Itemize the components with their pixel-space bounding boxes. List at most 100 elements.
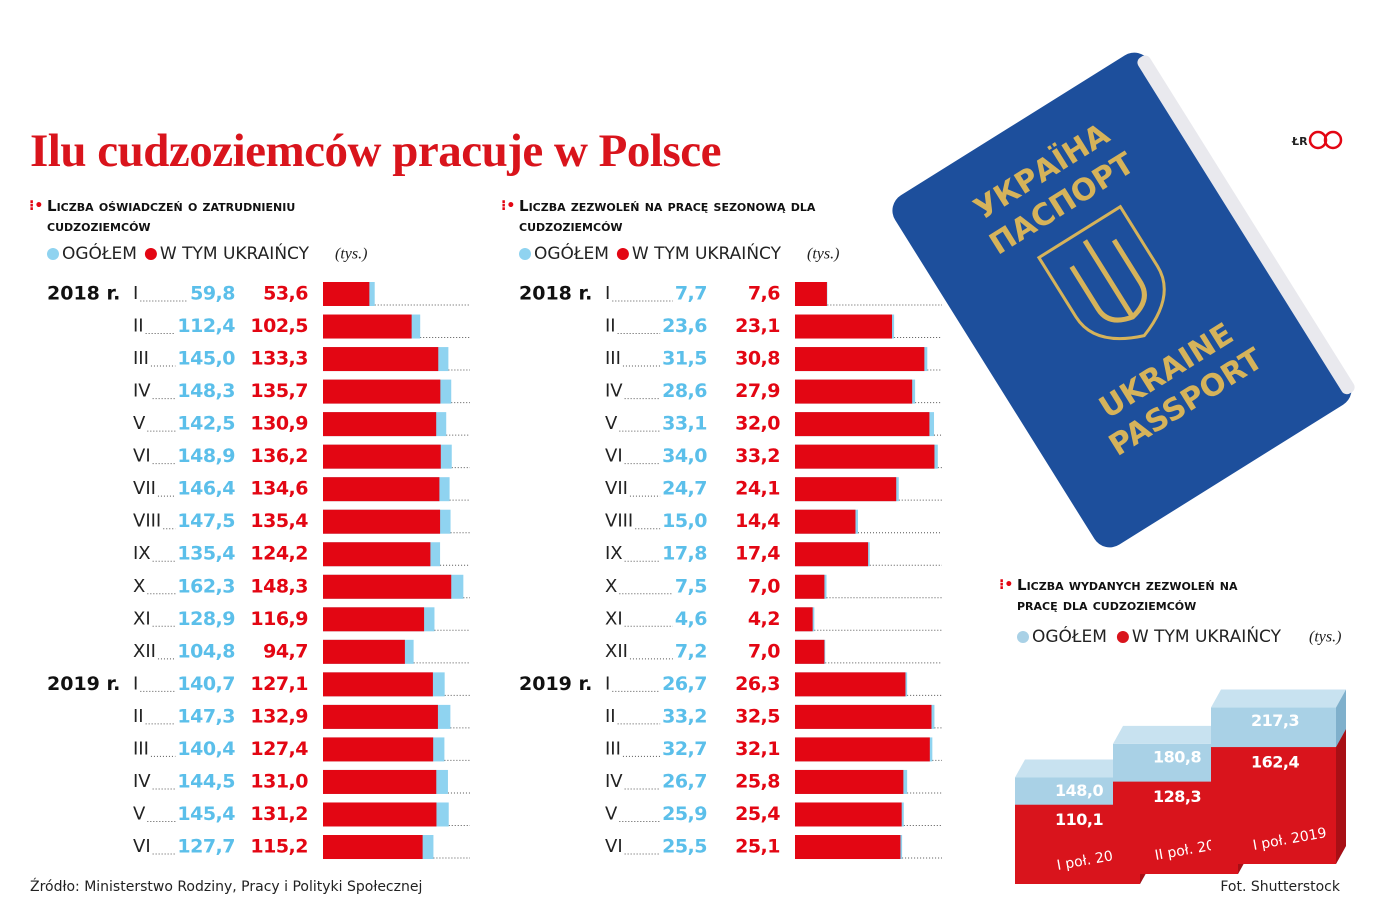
value-label: 25,4 [735, 803, 780, 825]
bar [795, 574, 825, 599]
bar [795, 379, 913, 404]
value-label: 132,9 [250, 705, 308, 727]
bar [795, 477, 897, 502]
value-label: 144,5 [177, 770, 235, 792]
bar-side [1336, 729, 1346, 864]
category-label: III [133, 348, 149, 369]
chart-title-text: Liczba wydanych zezwoleń na pracę dla cu… [1017, 576, 1238, 614]
value-label: 147,3 [177, 705, 235, 727]
chart-title-text: Liczba zezwoleń na pracę sezonową dla cu… [519, 197, 816, 235]
legend-label: W TYM UKRAIŃCY [160, 242, 310, 264]
legend-marker [519, 248, 531, 260]
bar [323, 282, 370, 306]
bar [795, 639, 825, 664]
value-label: 148,3 [177, 380, 235, 402]
page-title: Ilu cudzoziemców pracuje w Polsce [30, 125, 721, 177]
value-label: 127,4 [250, 738, 308, 760]
value-label: 14,4 [735, 510, 780, 532]
category-label: II [133, 706, 144, 727]
bar [795, 672, 906, 697]
legend-label: OGÓŁEM [1032, 625, 1107, 647]
legend-marker [616, 248, 629, 260]
category-label: XI [605, 608, 623, 629]
category-label: I [605, 673, 610, 694]
source: Źródło: Ministerstwo Rodziny, Pracy i Po… [30, 877, 422, 895]
category-label: II [605, 706, 616, 727]
value-label: 32,5 [735, 705, 780, 727]
category-label: IV [133, 771, 151, 792]
brand-logo [1323, 130, 1343, 150]
bar [323, 835, 423, 860]
value-label: 25,1 [735, 836, 780, 858]
bar-top [1211, 689, 1346, 708]
legend-label: W TYM UKRAIŃCY [632, 242, 782, 264]
category-label: VIII [605, 511, 633, 532]
category-label: VI [133, 836, 151, 857]
bar [323, 704, 438, 729]
chart-title: ⁝• Liczba wydanych zezwoleń na pracę dla … [999, 576, 1238, 614]
category-label: XI [133, 608, 151, 629]
value-label: 25,8 [735, 770, 780, 792]
value-label: 140,4 [177, 738, 235, 760]
value-label: 31,5 [662, 348, 707, 370]
bar [323, 672, 433, 697]
value-label: 25,5 [662, 836, 707, 858]
year-label: 2018 r. [519, 283, 592, 305]
year-label: 2019 r. [519, 673, 592, 695]
category-label: IX [605, 543, 623, 564]
value-label: 26,7 [662, 770, 707, 792]
category-label: V [133, 413, 146, 434]
value-label: 136,2 [250, 445, 308, 467]
passport-emblem [1036, 204, 1166, 341]
value-label: 180,8 [1153, 747, 1201, 766]
bar [323, 542, 431, 567]
bar [795, 509, 856, 534]
bar [795, 737, 930, 762]
value-label: 24,1 [735, 478, 780, 500]
value-label: 102,5 [250, 315, 308, 337]
value-label: 17,8 [662, 543, 707, 565]
value-label: 7,0 [748, 575, 780, 597]
bar [795, 704, 932, 729]
bar [795, 802, 902, 827]
passport-pages [1137, 55, 1355, 395]
category-label: I [605, 283, 610, 304]
value-label: 17,4 [735, 543, 780, 565]
value-label: 217,3 [1251, 711, 1299, 730]
bar [323, 444, 441, 469]
value-label: 33,2 [735, 445, 780, 467]
value-label: 135,4 [250, 510, 308, 532]
unit-label: (tys.) [335, 246, 367, 263]
passport-trident [1069, 238, 1147, 323]
passport-photo: УКРАЇНА ПАСПОРТ UKRAINE PASSPORT [892, 52, 1355, 548]
category-label: V [605, 803, 618, 824]
value-label: 131,0 [250, 770, 308, 792]
value-label: 142,5 [177, 413, 235, 435]
legend-marker [144, 248, 157, 260]
value-label: 134,6 [250, 478, 308, 500]
value-label: 28,6 [662, 380, 707, 402]
category-label: VI [605, 836, 623, 857]
category-label: X [605, 576, 617, 597]
chart-title: ⁝• Liczba oświadczeń o zatrudnieniu cudzo… [29, 197, 296, 235]
category-label: VI [133, 446, 151, 467]
value-label: 135,4 [177, 543, 235, 565]
value-label: 26,3 [735, 673, 780, 695]
category-label: II [133, 316, 144, 337]
value-label: 32,1 [735, 738, 780, 760]
category-label: II [605, 316, 616, 337]
value-label: 7,2 [675, 640, 707, 662]
bar [323, 639, 405, 664]
bar [795, 835, 901, 860]
bar [795, 607, 813, 632]
value-label: 133,3 [250, 348, 308, 370]
value-label: 7,7 [675, 283, 707, 305]
bar [323, 477, 440, 502]
value-label: 4,6 [675, 608, 707, 630]
value-label: 7,0 [748, 640, 780, 662]
category-label: III [605, 348, 621, 369]
bar [795, 314, 893, 339]
category-label: V [605, 413, 618, 434]
category-label: VII [133, 478, 156, 499]
bar [795, 542, 869, 567]
